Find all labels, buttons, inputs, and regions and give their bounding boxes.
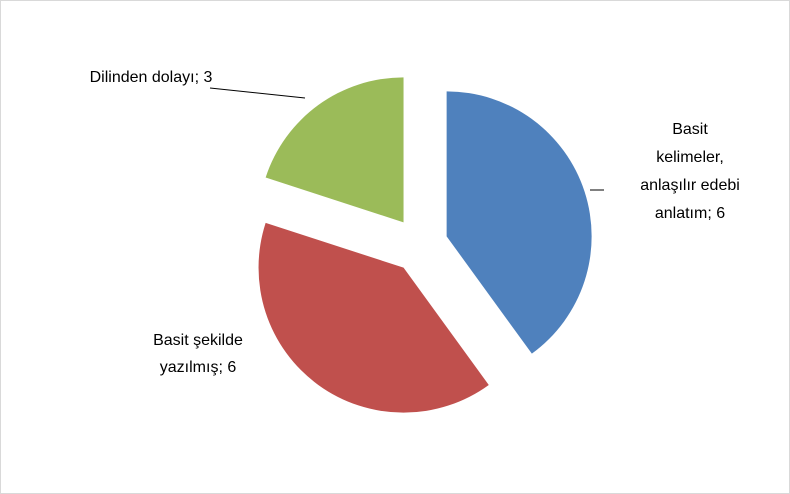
- data-label: Dilinden dolayı; 3: [90, 69, 213, 86]
- data-label: yazılmış; 6: [160, 359, 237, 376]
- data-label: anlaşılır edebi: [640, 177, 740, 194]
- data-label: Basit: [672, 121, 708, 138]
- data-label: Basit şekilde: [153, 332, 243, 349]
- pie-slice: [258, 222, 489, 413]
- leader-line: [209, 87, 306, 99]
- data-label: kelimeler,: [656, 149, 724, 166]
- pie-slice: [446, 91, 592, 354]
- pie-slice: [265, 77, 404, 223]
- data-label: anlatım; 6: [655, 205, 725, 222]
